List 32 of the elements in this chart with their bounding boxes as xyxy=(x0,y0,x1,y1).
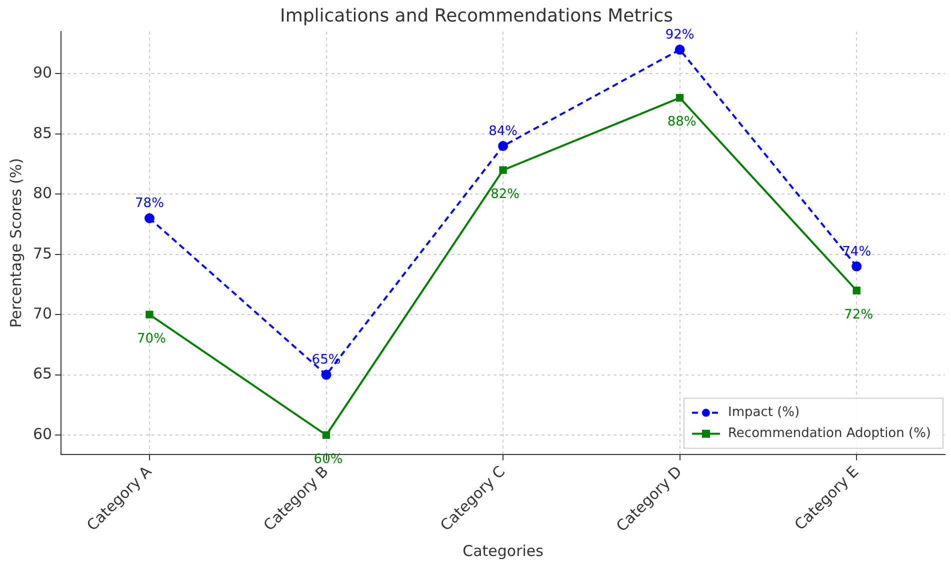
y-tick-label: 75 xyxy=(32,244,52,262)
point xyxy=(144,213,154,224)
data-label: 74% xyxy=(842,244,872,260)
y-tick-label: 60 xyxy=(32,424,52,443)
point xyxy=(852,261,862,272)
point xyxy=(146,310,154,318)
data-label: 84% xyxy=(488,124,518,139)
point xyxy=(499,166,507,174)
point xyxy=(852,286,860,294)
y-tick-label: 90 xyxy=(32,64,52,82)
data-label: 82% xyxy=(490,186,520,202)
point xyxy=(322,431,330,439)
data-label: 72% xyxy=(844,307,874,322)
legend-label: Recommendation Adoption (%) xyxy=(728,426,932,442)
legend-label: Impact (%) xyxy=(728,405,800,420)
y-tick-label: 65 xyxy=(32,364,52,383)
data-label: 60% xyxy=(314,452,343,467)
y-tick-label: 80 xyxy=(32,184,52,202)
data-label: 78% xyxy=(135,196,164,212)
data-label: 92% xyxy=(665,28,694,43)
data-label: 88% xyxy=(667,114,696,130)
y-tick-label: 70 xyxy=(32,304,52,322)
point xyxy=(674,44,685,55)
point xyxy=(321,370,332,380)
point xyxy=(676,94,684,102)
y-tick-label: 85 xyxy=(32,124,52,142)
point xyxy=(498,141,508,151)
x-axis-title: Categories xyxy=(462,542,544,560)
data-label: 65% xyxy=(312,352,341,368)
chart-title: Implications and Recommendations Metrics xyxy=(280,5,673,26)
data-label: 70% xyxy=(137,331,166,346)
y-axis-title: Percentage Scores (%) xyxy=(6,158,25,328)
